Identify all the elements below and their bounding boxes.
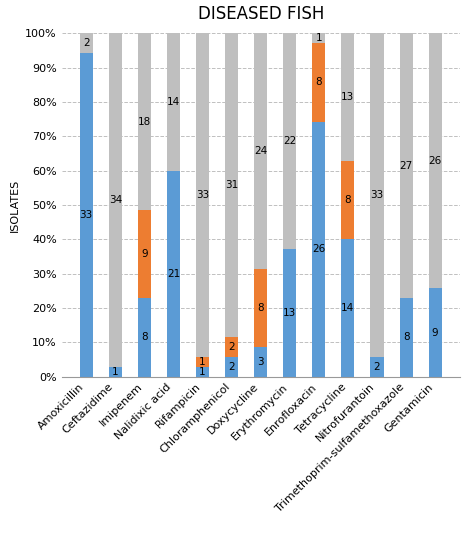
- Text: 22: 22: [283, 136, 296, 146]
- Text: 24: 24: [254, 146, 267, 156]
- Text: 8: 8: [403, 332, 410, 342]
- Bar: [225, 357, 238, 377]
- Bar: [138, 210, 151, 298]
- Bar: [138, 33, 151, 210]
- Bar: [371, 357, 383, 377]
- Bar: [109, 33, 122, 367]
- Bar: [196, 367, 209, 377]
- Bar: [371, 33, 383, 357]
- Bar: [196, 33, 209, 357]
- Text: 1: 1: [199, 367, 206, 377]
- Text: 21: 21: [167, 269, 180, 279]
- Bar: [312, 121, 325, 377]
- Text: 8: 8: [141, 332, 148, 342]
- Bar: [254, 33, 267, 269]
- Text: 13: 13: [283, 308, 296, 318]
- Bar: [312, 33, 325, 43]
- Bar: [312, 43, 325, 121]
- Y-axis label: ISOLATES: ISOLATES: [9, 178, 19, 232]
- Text: 34: 34: [109, 195, 122, 205]
- Text: 8: 8: [316, 78, 322, 88]
- Bar: [341, 33, 355, 161]
- Bar: [138, 298, 151, 377]
- Bar: [167, 171, 180, 377]
- Bar: [400, 298, 412, 377]
- Text: 31: 31: [225, 181, 238, 191]
- Bar: [167, 33, 180, 171]
- Text: 13: 13: [341, 92, 355, 102]
- Bar: [109, 367, 122, 377]
- Text: 2: 2: [374, 362, 380, 372]
- Bar: [254, 269, 267, 347]
- Text: 14: 14: [341, 303, 355, 313]
- Bar: [225, 337, 238, 357]
- Bar: [80, 53, 93, 377]
- Bar: [196, 357, 209, 367]
- Text: 2: 2: [83, 38, 90, 48]
- Text: 8: 8: [345, 195, 351, 205]
- Bar: [400, 33, 412, 298]
- Bar: [341, 239, 355, 377]
- Text: 14: 14: [167, 97, 180, 107]
- Bar: [283, 33, 296, 249]
- Bar: [341, 161, 355, 239]
- Text: 2: 2: [228, 342, 235, 352]
- Text: 2: 2: [228, 362, 235, 372]
- Bar: [428, 33, 442, 289]
- Bar: [428, 289, 442, 377]
- Text: 33: 33: [196, 190, 209, 200]
- Text: 1: 1: [316, 33, 322, 43]
- Text: 27: 27: [400, 161, 413, 171]
- Text: 33: 33: [370, 190, 383, 200]
- Text: 26: 26: [428, 156, 442, 166]
- Text: 1: 1: [112, 367, 118, 377]
- Text: 8: 8: [257, 303, 264, 313]
- Bar: [80, 33, 93, 53]
- Text: 18: 18: [138, 116, 151, 126]
- Text: 1: 1: [199, 357, 206, 367]
- Bar: [225, 33, 238, 337]
- Text: 26: 26: [312, 244, 326, 254]
- Title: DISEASED FISH: DISEASED FISH: [198, 6, 324, 23]
- Bar: [283, 249, 296, 377]
- Text: 9: 9: [432, 327, 438, 337]
- Text: 33: 33: [80, 210, 93, 220]
- Text: 9: 9: [141, 249, 148, 259]
- Bar: [254, 347, 267, 377]
- Text: 3: 3: [257, 357, 264, 367]
